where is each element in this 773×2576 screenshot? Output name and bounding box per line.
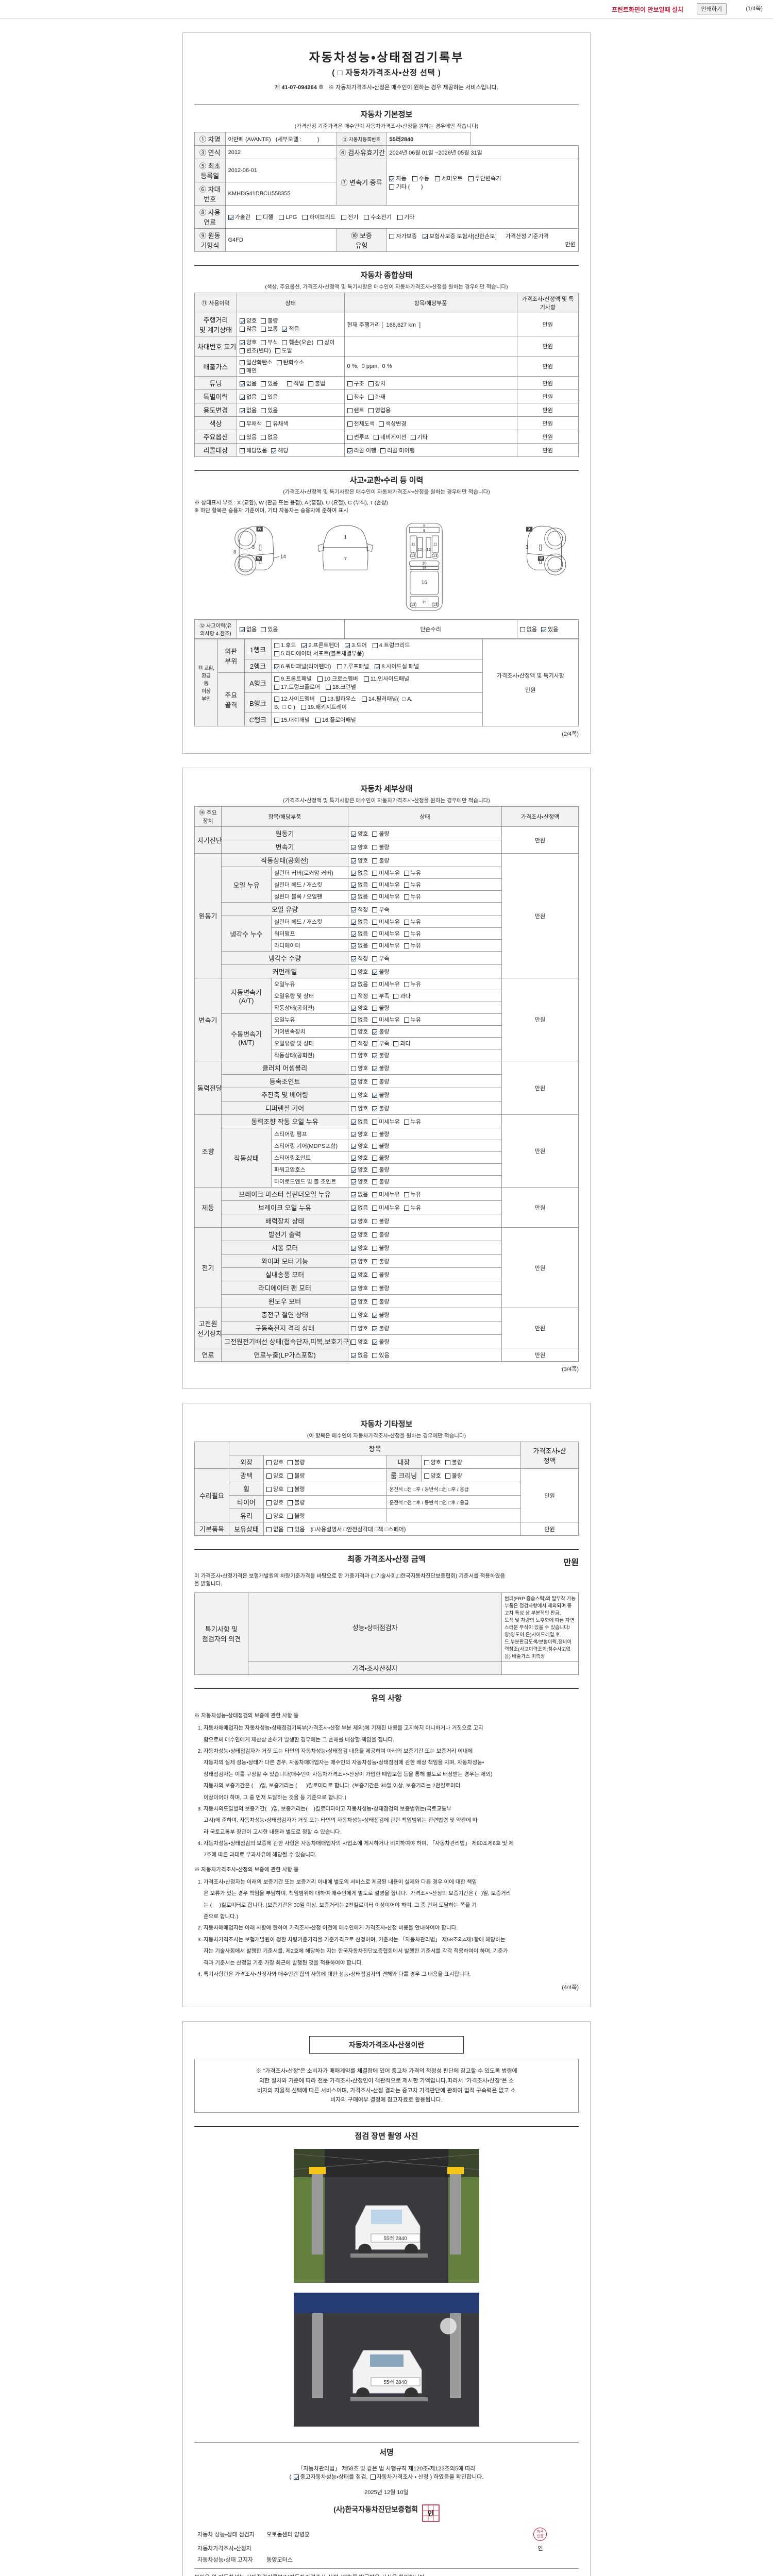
svg-text:11: 11: [433, 541, 438, 546]
svg-text:8: 8: [233, 549, 237, 555]
svg-text:13: 13: [411, 602, 415, 607]
svg-text:13: 13: [433, 553, 437, 558]
svg-text:인: 인: [428, 2510, 434, 2517]
svg-text:16: 16: [422, 580, 427, 586]
svg-text:3: 3: [252, 545, 255, 550]
svg-text:14: 14: [280, 554, 286, 560]
svg-text:5: 5: [423, 523, 425, 528]
svg-text:3: 3: [526, 545, 529, 550]
svg-text:11: 11: [411, 541, 415, 546]
svg-text:55러 2840: 55러 2840: [383, 2379, 407, 2385]
svg-text:X: X: [528, 527, 531, 531]
svg-text:W: W: [257, 556, 261, 561]
svg-text:9: 9: [423, 528, 425, 533]
svg-text:13: 13: [433, 602, 437, 607]
svg-text:7: 7: [344, 556, 347, 562]
svg-text:15: 15: [422, 566, 426, 570]
svg-text:W: W: [258, 527, 261, 531]
svg-text:12: 12: [418, 547, 422, 552]
svg-text:13: 13: [411, 553, 415, 558]
svg-text:W: W: [540, 556, 543, 561]
svg-text:55러 2840: 55러 2840: [383, 2235, 407, 2242]
svg-text:10: 10: [422, 561, 426, 566]
svg-text:19: 19: [422, 600, 426, 604]
svg-text:12: 12: [426, 547, 430, 552]
svg-text:1: 1: [344, 534, 347, 540]
